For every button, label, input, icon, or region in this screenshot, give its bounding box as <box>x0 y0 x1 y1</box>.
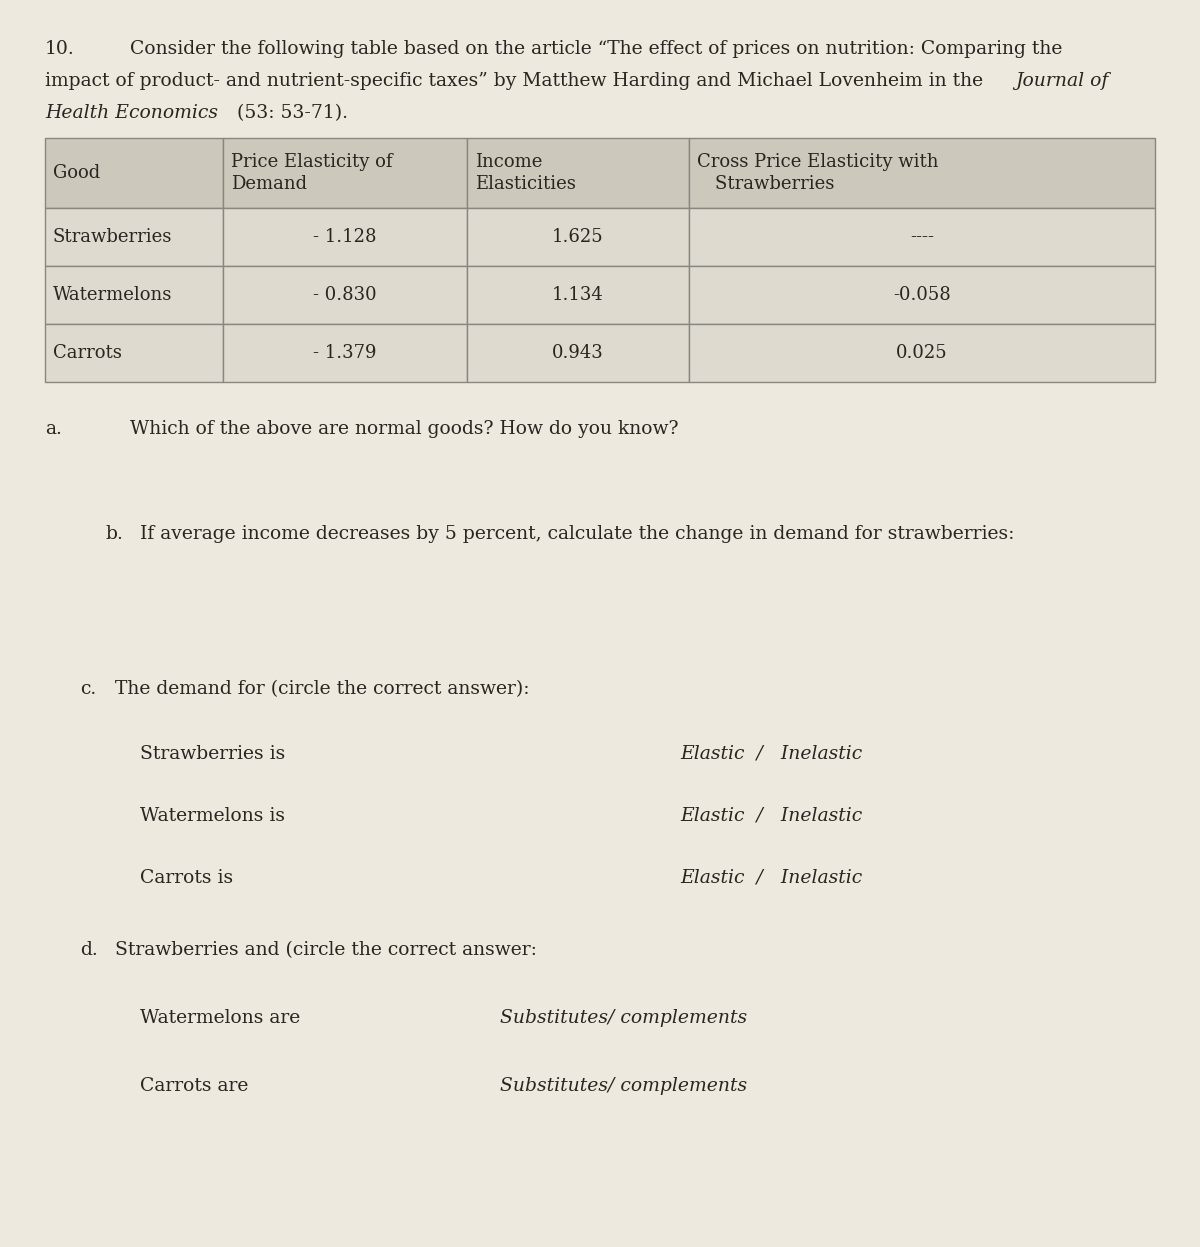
Bar <box>223 266 467 324</box>
Text: Price Elasticity of
Demand: Price Elasticity of Demand <box>230 153 392 193</box>
Bar <box>467 324 689 382</box>
Text: If average income decreases by 5 percent, calculate the change in demand for str: If average income decreases by 5 percent… <box>140 525 1014 542</box>
Text: Health Economics: Health Economics <box>46 104 218 122</box>
Text: 0.025: 0.025 <box>896 344 948 362</box>
Text: Watermelons is: Watermelons is <box>140 807 286 826</box>
Text: Strawberries and (circle the correct answer:: Strawberries and (circle the correct ans… <box>115 941 536 959</box>
Text: (53: 53-71).: (53: 53-71). <box>230 104 348 122</box>
Text: d.: d. <box>80 941 97 959</box>
Text: 1.134: 1.134 <box>552 286 604 304</box>
Text: 1.625: 1.625 <box>552 228 604 246</box>
Bar <box>46 208 223 266</box>
Text: - 0.830: - 0.830 <box>313 286 377 304</box>
Bar <box>689 208 1154 266</box>
Text: Income
Elasticities: Income Elasticities <box>475 153 576 193</box>
Text: 0.943: 0.943 <box>552 344 604 362</box>
Text: 10.: 10. <box>46 40 74 59</box>
Text: a.: a. <box>46 420 62 438</box>
Bar <box>46 138 223 208</box>
Bar <box>689 266 1154 324</box>
Text: Journal of: Journal of <box>1015 72 1109 90</box>
Text: Carrots: Carrots <box>53 344 122 362</box>
Bar <box>467 138 689 208</box>
Text: Carrots is: Carrots is <box>140 869 233 887</box>
Text: impact of product- and nutrient-specific taxes” by Matthew Harding and Michael L: impact of product- and nutrient-specific… <box>46 72 989 90</box>
Text: -0.058: -0.058 <box>893 286 950 304</box>
Bar <box>223 138 467 208</box>
Text: Consider the following table based on the article “The effect of prices on nutri: Consider the following table based on th… <box>130 40 1062 59</box>
Text: - 1.379: - 1.379 <box>313 344 377 362</box>
Text: Cross Price Elasticity with
 Strawberries: Cross Price Elasticity with Strawberries <box>697 153 938 193</box>
Bar <box>467 208 689 266</box>
Bar <box>689 138 1154 208</box>
Text: Substitutes/ complements: Substitutes/ complements <box>500 1009 748 1028</box>
Text: Strawberries is: Strawberries is <box>140 744 286 763</box>
Text: Strawberries: Strawberries <box>53 228 173 246</box>
Text: Good: Good <box>53 165 101 182</box>
Bar <box>46 266 223 324</box>
Text: c.: c. <box>80 680 96 698</box>
Text: The demand for (circle the correct answer):: The demand for (circle the correct answe… <box>115 680 529 698</box>
Text: - 1.128: - 1.128 <box>313 228 377 246</box>
Text: Elastic  /   Inelastic: Elastic / Inelastic <box>680 744 863 763</box>
Text: Carrots are: Carrots are <box>140 1077 248 1095</box>
Text: Watermelons are: Watermelons are <box>140 1009 300 1028</box>
Bar <box>223 324 467 382</box>
Bar <box>689 324 1154 382</box>
Text: Watermelons: Watermelons <box>53 286 173 304</box>
Text: Which of the above are normal goods? How do you know?: Which of the above are normal goods? How… <box>130 420 678 438</box>
Text: Elastic  /   Inelastic: Elastic / Inelastic <box>680 807 863 826</box>
Bar <box>467 266 689 324</box>
Text: ----: ---- <box>910 228 934 246</box>
Text: b.: b. <box>106 525 122 542</box>
Text: Substitutes/ complements: Substitutes/ complements <box>500 1077 748 1095</box>
Bar <box>46 324 223 382</box>
Bar <box>223 208 467 266</box>
Text: Elastic  /   Inelastic: Elastic / Inelastic <box>680 869 863 887</box>
